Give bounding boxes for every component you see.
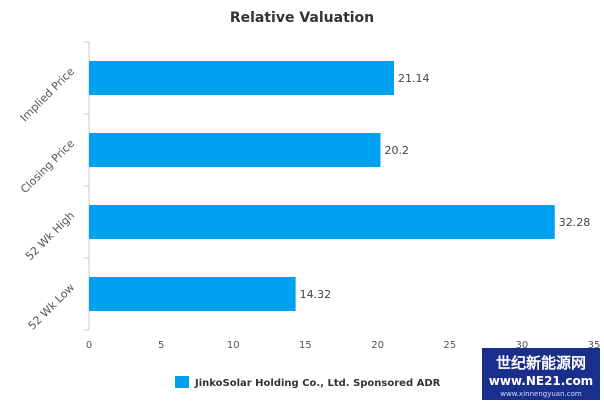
bars [89,61,555,311]
x-tick-label: 5 [158,340,164,351]
bar [89,205,555,239]
category-label: 52 Wk High [23,209,77,263]
bar [89,133,381,167]
data-label: 14.32 [300,288,332,301]
category-labels: Implied Price Closing Price 52 Wk High 52 W… [18,65,78,333]
data-label: 20.2 [384,144,409,157]
x-tick-label: 20 [371,340,384,351]
watermark-background [482,348,600,400]
category-label: Closing Price [18,137,77,196]
data-labels: 21.14 20.2 32.28 14.32 [300,72,591,301]
category-label: 52 Wk Low [26,281,78,333]
x-tick-label: 30 [515,340,528,351]
data-label: 32.28 [559,216,591,229]
x-tick-label: 25 [443,340,456,351]
category-label: Implied Price [18,65,78,125]
x-tick-label: 35 [588,340,601,351]
x-tick-label: 15 [299,340,312,351]
bar [89,277,296,311]
legend-swatch [175,376,189,388]
legend-label: JinkoSolar Holding Co., Ltd. Sponsored A… [194,378,441,389]
x-tick-label: 0 [86,340,92,351]
category-axis [84,41,90,331]
watermark-url-secondary: www.xinnengyuan.com [500,390,582,398]
watermark-url: www.NE21.com [489,374,593,388]
x-axis-ticks: 0 5 10 15 20 25 30 35 [86,340,601,351]
watermark-title: 世纪新能源网 [496,354,586,372]
chart-title: Relative Valuation [230,10,374,26]
watermark-logo: 世纪新能源网 www.NE21.com www.xinnengyuan.com [482,348,600,400]
legend: JinkoSolar Holding Co., Ltd. Sponsored A… [175,376,441,389]
data-label: 21.14 [398,72,430,85]
x-tick-label: 10 [227,340,240,351]
bar [89,61,395,95]
